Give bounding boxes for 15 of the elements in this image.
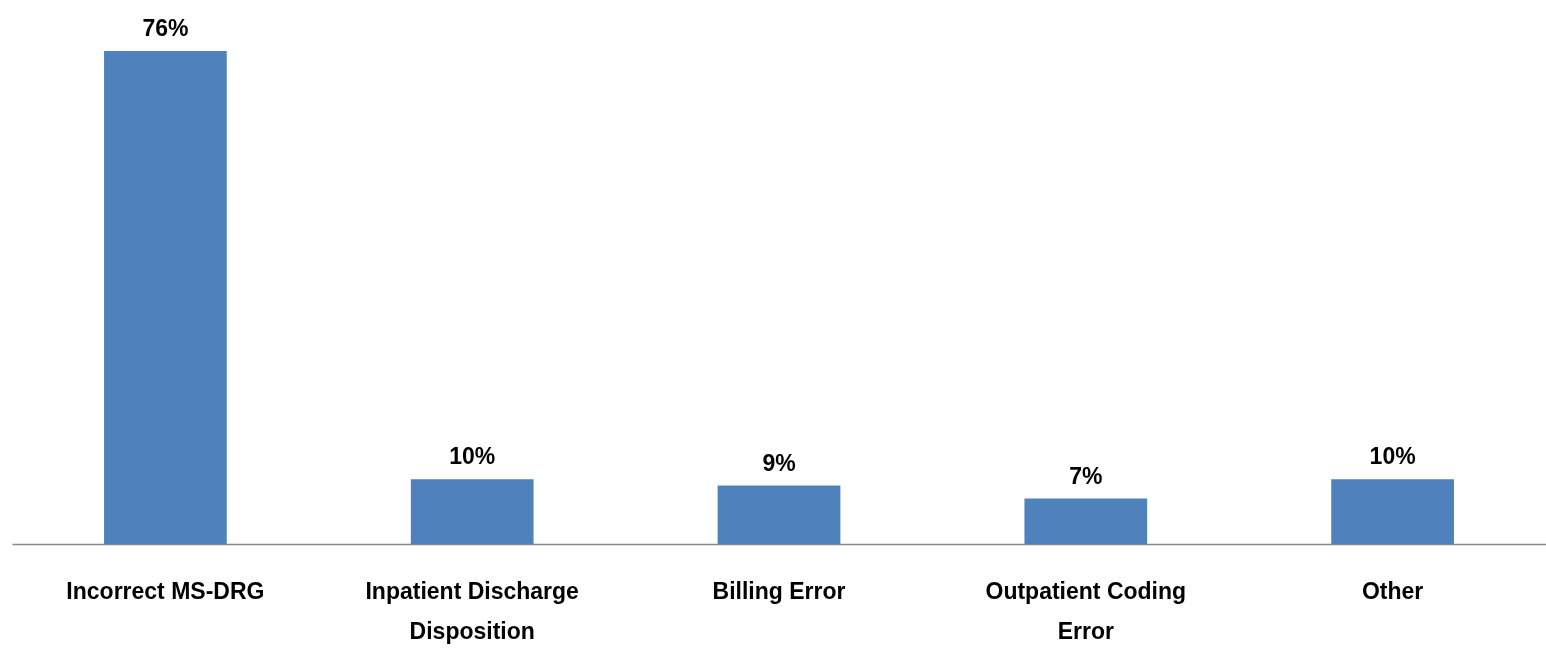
x-tick-label: Incorrect MS-DRG [66,577,265,604]
data-label: 10% [449,443,496,470]
bar [410,479,534,544]
bar [1331,479,1454,544]
x-tick-label: Inpatient Discharge Disposition [365,577,579,644]
bar [104,51,227,544]
x-tick-label: Outpatient Coding Error [985,577,1187,644]
data-label: 7% [1069,462,1103,489]
data-label: 76% [142,15,189,41]
bar [1024,498,1148,544]
data-label: 10% [1369,443,1416,470]
data-label: 9% [762,449,796,476]
x-tick-label: Other [1361,577,1424,604]
x-tick-label: Billing Error [712,577,846,604]
bar [717,485,841,544]
